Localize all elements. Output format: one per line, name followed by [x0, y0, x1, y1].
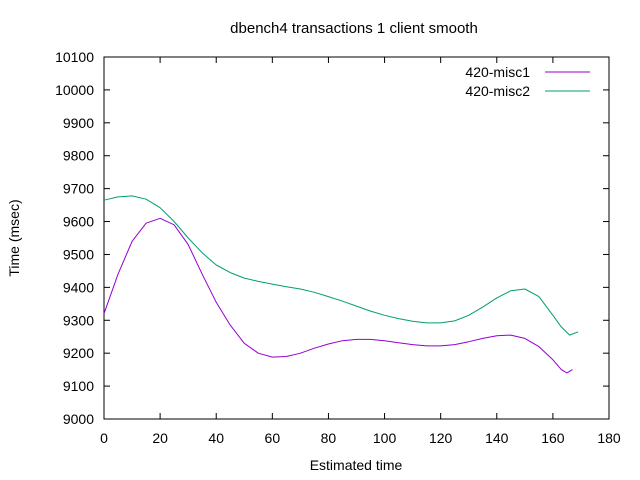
- y-tick-label: 9100: [63, 378, 94, 394]
- y-tick-label: 9500: [63, 246, 94, 262]
- y-axis: 9000 9100 9200 9300 9400 9500 9600 9700 9800 9900…: [55, 49, 609, 427]
- legend: 420-misc1 420-misc2: [465, 64, 590, 99]
- x-tick-label: 80: [321, 430, 337, 446]
- x-tick-label: 60: [265, 430, 281, 446]
- x-tick-label: 180: [597, 430, 621, 446]
- plot-area: [103, 56, 610, 420]
- x-tick-label: 120: [429, 430, 453, 446]
- x-tick-label: 0: [100, 430, 108, 446]
- chart-title: dbench4 transactions 1 client smooth: [230, 20, 478, 37]
- y-tick-label: 10000: [55, 82, 94, 98]
- y-axis-label: Time (msec): [6, 199, 22, 276]
- legend-label: 420-misc1: [465, 64, 530, 80]
- y-tick-label: 10100: [55, 49, 94, 65]
- y-tick-label: 9900: [63, 115, 94, 131]
- y-tick-label: 9800: [63, 148, 94, 164]
- y-tick-label: 9000: [63, 411, 94, 427]
- y-tick-label: 9600: [63, 214, 94, 230]
- y-tick-label: 9400: [63, 279, 94, 295]
- y-tick-label: 9200: [63, 345, 94, 361]
- x-axis-label: Estimated time: [310, 457, 403, 473]
- x-axis: 0 20 40 60 80 100 120 140 160 180: [100, 57, 621, 446]
- series-lines: [103, 195, 579, 374]
- legend-label: 420-misc2: [465, 83, 530, 99]
- x-tick-label: 40: [208, 430, 224, 446]
- x-tick-label: 20: [152, 430, 168, 446]
- y-tick-label: 9700: [63, 181, 94, 197]
- series-line-420-misc2: [103, 195, 579, 336]
- x-tick-label: 140: [485, 430, 509, 446]
- x-tick-label: 160: [541, 430, 565, 446]
- y-tick-label: 9300: [63, 312, 94, 328]
- series-line-420-misc1: [103, 217, 573, 374]
- x-tick-label: 100: [373, 430, 397, 446]
